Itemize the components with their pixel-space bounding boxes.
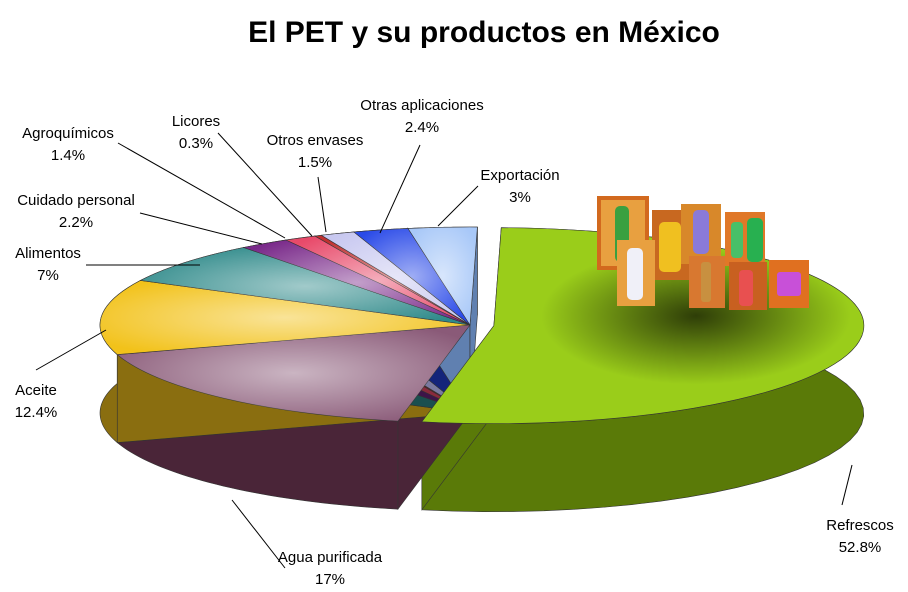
pie-slice-gloss-7	[321, 231, 470, 325]
leader-line-1	[231, 499, 286, 569]
slice-label-value-4: 2.2%	[59, 214, 93, 231]
chart-title: El PET y su productos en México	[248, 16, 720, 49]
pie-slice-gloss-9	[407, 227, 478, 325]
slice-label-value-1: 17%	[315, 571, 345, 588]
pie-slice-gloss-8	[353, 228, 470, 325]
slice-label-value-2: 12.4%	[15, 404, 58, 421]
pie-slice-gloss-3	[140, 247, 470, 325]
leader-line-0	[841, 464, 853, 506]
slice-label-value-8: 2.4%	[405, 119, 439, 136]
slice-label-name-1: Agua purificada	[278, 549, 383, 566]
leader-line-2	[35, 329, 107, 371]
slice-label-name-7: Otros envases	[267, 132, 364, 149]
slice-label-name-2: Aceite	[15, 382, 57, 399]
leader-line-9	[437, 185, 479, 227]
slice-label-value-0: 52.8%	[839, 539, 882, 556]
leader-line-5	[117, 142, 286, 239]
pie-slice-gloss-5	[286, 236, 470, 325]
pie-slice-gloss-4	[243, 239, 470, 325]
slice-label-value-7: 1.5%	[298, 154, 332, 171]
pie-slice-gloss-6	[314, 235, 470, 325]
slice-label-value-3: 7%	[37, 267, 59, 284]
leader-line-6	[217, 132, 313, 237]
slice-label-name-8: Otras aplicaciones	[360, 97, 483, 114]
slice-label-name-3: Alimentos	[15, 245, 81, 262]
leader-line-4	[139, 212, 263, 245]
slice-label-name-0: Refrescos	[826, 517, 894, 534]
slice-label-name-4: Cuidado personal	[17, 192, 135, 209]
slice-label-name-5: Agroquímicos	[22, 125, 114, 142]
slice-label-value-6: 0.3%	[179, 135, 213, 152]
bottles-clipart	[597, 196, 809, 310]
pie-slice-gloss-2	[100, 280, 470, 355]
slice-label-value-5: 1.4%	[51, 147, 85, 164]
pie-slice-gloss-1	[117, 325, 470, 422]
leader-line-8	[379, 144, 421, 234]
slice-label-name-9: Exportación	[480, 167, 559, 184]
leader-line-7	[317, 176, 327, 233]
slice-label-name-6: Licores	[172, 113, 220, 130]
slice-label-value-9: 3%	[509, 189, 531, 206]
